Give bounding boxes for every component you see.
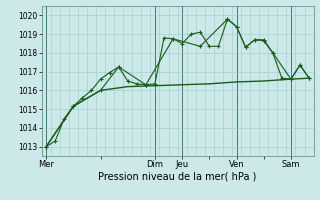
- X-axis label: Pression niveau de la mer( hPa ): Pression niveau de la mer( hPa ): [99, 172, 257, 182]
